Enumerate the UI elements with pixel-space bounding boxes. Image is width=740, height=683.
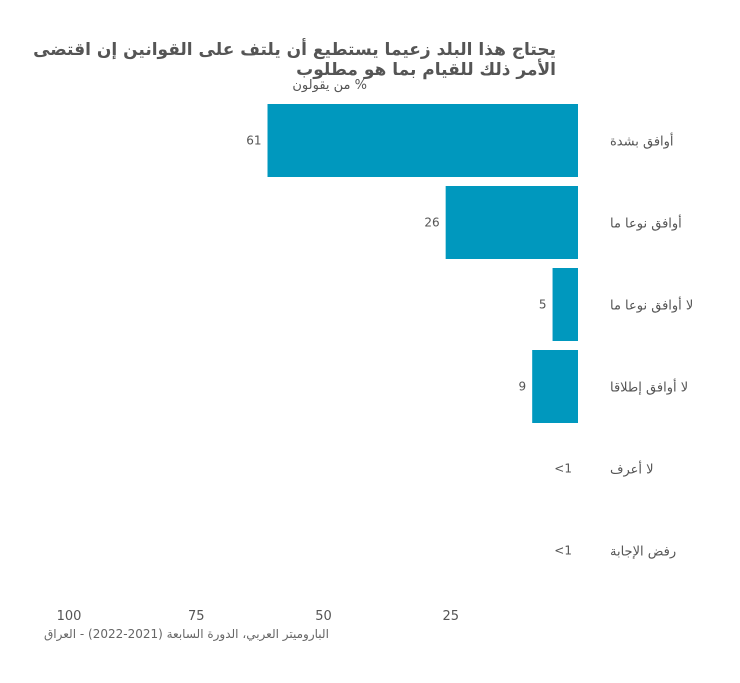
source-note: الباروميتر العربي، الدورة السابعة (2021-…: [44, 627, 329, 641]
value-label-0: 61: [246, 134, 261, 148]
x-tick-label-2: 50: [315, 609, 332, 624]
bar-0: [267, 104, 578, 177]
category-label-3: لا أوافق إطلاقا: [610, 379, 688, 396]
chart-title-line-2: الأمر ذلك للقيام بما هو مطلوب: [296, 60, 556, 80]
x-axis-ticks: 100 75 50 25: [57, 609, 459, 624]
chart-subtitle: % من يقولون: [292, 78, 367, 93]
value-label-4: <1: [554, 462, 572, 476]
chart-title-line-1: يحتاج هذا البلد زعيما يستطيع أن يلتف على…: [33, 40, 556, 60]
category-labels-group: أوافق بشدة أوافق نوعا ما لا أوافق نوعا ما ل…: [610, 133, 693, 560]
value-label-3: 9: [519, 380, 527, 394]
value-label-1: 26: [424, 216, 439, 230]
value-label-2: 5: [539, 298, 547, 312]
x-tick-label-0: 100: [57, 609, 82, 624]
value-label-5: <1: [554, 544, 572, 558]
x-tick-label-3: 25: [442, 609, 459, 624]
value-labels-group: 61 26 5 9 <1 <1: [246, 134, 572, 558]
category-label-5: رفض الإجابة: [610, 545, 676, 560]
x-tick-label-1: 75: [188, 609, 205, 624]
bar-2: [552, 268, 578, 341]
category-label-2: لا أوافق نوعا ما: [610, 297, 693, 314]
category-label-4: لا أعرف: [610, 461, 654, 478]
category-label-0: أوافق بشدة: [610, 133, 674, 150]
bar-3: [532, 350, 578, 423]
bar-1: [445, 186, 578, 259]
bars-group: [267, 104, 578, 423]
category-label-1: أوافق نوعا ما: [610, 215, 682, 232]
